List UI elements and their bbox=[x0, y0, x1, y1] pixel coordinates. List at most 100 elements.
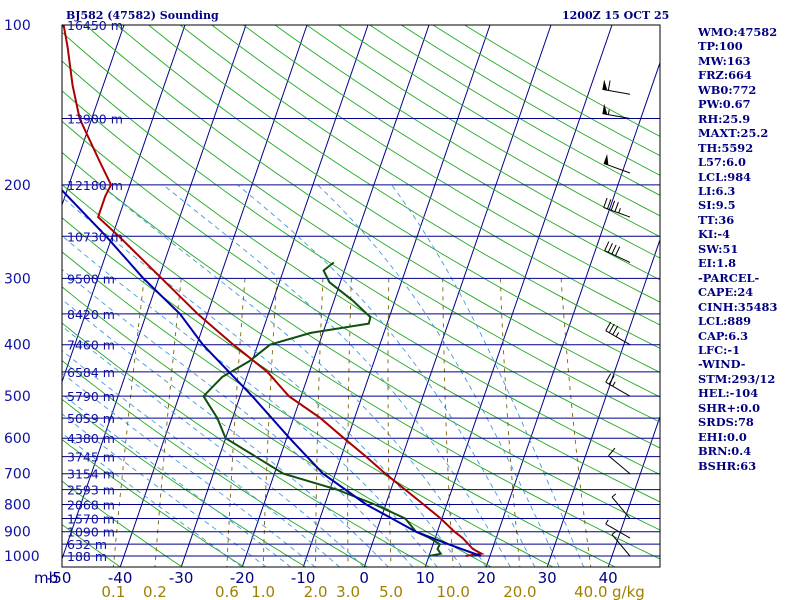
dry-adiabat-line bbox=[62, 524, 121, 567]
dry-adiabat-line bbox=[62, 120, 660, 503]
isotherm-line bbox=[302, 25, 491, 567]
mixing-ratio-label: 40.0 bbox=[574, 583, 607, 600]
index-item: WB0:772 bbox=[698, 82, 757, 97]
temperature-tick-label: -10 bbox=[291, 569, 316, 587]
wind-barb bbox=[602, 103, 631, 119]
temperature-tick-label: 10 bbox=[416, 569, 435, 587]
dry-adiabat-line bbox=[62, 90, 660, 476]
wind-barb bbox=[605, 373, 631, 397]
height-label: 9500 m bbox=[67, 271, 115, 286]
moist-adiabat-line bbox=[62, 393, 292, 567]
mixing-ratio-line bbox=[154, 278, 182, 567]
index-item: SI:9.5 bbox=[698, 198, 736, 213]
isotherm-line bbox=[180, 25, 369, 567]
wind-barb bbox=[604, 241, 631, 263]
wind-barb bbox=[611, 530, 631, 557]
index-item: -WIND- bbox=[698, 357, 746, 372]
mixing-ratio-label: 5.0 bbox=[379, 583, 403, 600]
dry-adiabat-line bbox=[62, 438, 245, 567]
pressure-tick-label: 100 bbox=[4, 18, 31, 34]
pressure-tick-label: 200 bbox=[4, 178, 31, 194]
dry-adiabat-line bbox=[85, 25, 660, 398]
dry-adiabat-line bbox=[62, 60, 660, 449]
isotherm-line bbox=[607, 415, 660, 567]
wind-barb bbox=[611, 493, 631, 519]
isotherm-line bbox=[62, 25, 247, 561]
mixing-ratio-label: 2.0 bbox=[304, 583, 328, 600]
dry-adiabat-line bbox=[62, 286, 492, 567]
isotherm-line bbox=[62, 25, 125, 207]
isotherm-line bbox=[62, 25, 186, 384]
pressure-tick-label: 1000 bbox=[4, 549, 40, 565]
dry-adiabat-line bbox=[211, 25, 660, 303]
height-label: 16450 m bbox=[67, 18, 123, 33]
index-item: SRDS:78 bbox=[698, 415, 754, 430]
pressure-tick-label: 300 bbox=[4, 271, 31, 287]
dry-adiabat-line bbox=[243, 25, 660, 281]
height-label: 6584 m bbox=[67, 365, 115, 380]
mixing-ratio-label: 10.0 bbox=[437, 583, 470, 600]
moist-adiabat-line bbox=[62, 413, 267, 567]
parcel-path-line bbox=[62, 188, 482, 557]
index-item: TT:36 bbox=[698, 212, 735, 227]
wind-barb bbox=[602, 79, 631, 95]
isotherm-line bbox=[0, 25, 2, 567]
index-item: WMO:47582 bbox=[698, 25, 778, 39]
dry-adiabat-line bbox=[62, 322, 431, 567]
index-item: PW:0.67 bbox=[698, 97, 751, 112]
moist-adiabat-line bbox=[99, 184, 487, 567]
pressure-tick-label: 600 bbox=[4, 431, 31, 447]
height-label: 3154 m bbox=[67, 467, 115, 482]
height-label: 5790 m bbox=[67, 389, 115, 404]
dry-adiabat-line bbox=[148, 25, 660, 349]
isotherm-line bbox=[363, 25, 552, 567]
dry-adiabat-line bbox=[116, 25, 660, 373]
sounding-time-title: 1200Z 15 OCT 25 bbox=[562, 9, 670, 22]
dry-adiabat-line bbox=[62, 217, 616, 567]
pressure-tick-label: 800 bbox=[4, 498, 31, 514]
index-item: LFC:-1 bbox=[698, 342, 741, 357]
index-item: CAPE:24 bbox=[698, 285, 754, 300]
wind-barb bbox=[608, 447, 631, 475]
index-item: EI:1.8 bbox=[698, 256, 737, 271]
mixing-ratio-lines bbox=[112, 278, 592, 567]
index-item: TP:100 bbox=[698, 39, 743, 54]
moist-adiabat-line bbox=[62, 349, 341, 567]
dewpoint-profile-line bbox=[202, 261, 443, 557]
temperature-tick-label: 0 bbox=[359, 569, 369, 587]
temperature-tick-label: -30 bbox=[169, 569, 194, 587]
index-item: BSHR:63 bbox=[698, 458, 757, 473]
isotherm-line bbox=[485, 61, 660, 567]
index-item: RH:25.9 bbox=[698, 111, 751, 126]
mixing-ratio-label: 1.0 bbox=[251, 583, 275, 600]
isobar-lines bbox=[62, 25, 660, 557]
index-item: MW:163 bbox=[698, 53, 751, 68]
dry-adiabat-line bbox=[62, 398, 307, 567]
dry-adiabat-line bbox=[62, 251, 554, 567]
height-label: 632 m bbox=[67, 537, 107, 552]
dry-adiabat-line bbox=[179, 25, 660, 326]
mixing-ratio-axis-label: g/kg bbox=[612, 583, 645, 600]
sounding-station-title: BJ582 (47582) Sounding bbox=[66, 9, 219, 22]
height-label: 8420 m bbox=[67, 307, 115, 322]
isotherm-line bbox=[119, 25, 308, 567]
dry-adiabat-line bbox=[62, 184, 660, 560]
moist-adiabat-line bbox=[62, 268, 414, 567]
index-item: SHR+:0.0 bbox=[698, 400, 761, 415]
index-item: MAXT:25.2 bbox=[698, 126, 769, 141]
temperature-tick-label: -40 bbox=[108, 569, 133, 587]
dry-adiabats bbox=[62, 25, 660, 567]
height-label: 10730 m bbox=[67, 229, 123, 244]
index-item: CAP:6.3 bbox=[698, 328, 749, 343]
moist-adiabat-line bbox=[162, 184, 511, 567]
temperature-tick-label: -20 bbox=[230, 569, 255, 587]
index-item: HEL:-104 bbox=[698, 386, 759, 401]
pressure-tick-label: 900 bbox=[4, 525, 31, 541]
pressure-tick-label: 400 bbox=[4, 338, 31, 354]
dry-adiabat-line bbox=[62, 31, 660, 423]
height-label: 13900 m bbox=[67, 112, 123, 127]
isotherm-lines bbox=[0, 25, 660, 567]
isotherm-line bbox=[241, 25, 430, 567]
temperature-tick-label: 20 bbox=[477, 569, 496, 587]
height-label: 2593 m bbox=[67, 483, 115, 498]
